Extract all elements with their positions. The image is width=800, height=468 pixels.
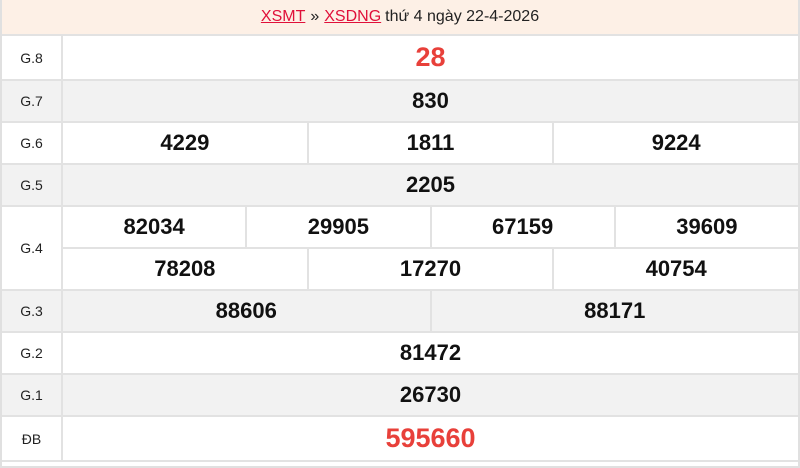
draw-date: thứ 4 ngày 22-4-2026 <box>385 8 540 25</box>
prize-number: 4229 <box>160 130 210 155</box>
prize-row: G.7 830 <box>2 81 798 123</box>
prize-row: G.6 4229 1811 9224 <box>2 123 798 165</box>
prize-label: G.5 <box>2 165 63 205</box>
prize-row: ĐB 595660 <box>2 417 798 462</box>
prize-label: G.6 <box>2 123 63 163</box>
prize-number: 28 <box>415 42 446 72</box>
prize-number: 81472 <box>399 340 462 365</box>
prize-label: G.1 <box>2 375 63 415</box>
prize-number: 88606 <box>215 298 277 323</box>
prize-label: G.3 <box>2 291 63 331</box>
prize-number: 17270 <box>306 249 553 289</box>
prize-number: 830 <box>412 88 449 113</box>
prize-row: G.8 28 <box>2 36 798 81</box>
prize-number: 39609 <box>613 207 798 247</box>
breadcrumb-separator: » <box>310 8 320 25</box>
xsdng-link[interactable]: XSDNG <box>324 8 382 25</box>
xsmt-link[interactable]: XSMT <box>260 8 306 25</box>
prize-row: G.1 26730 <box>2 375 798 417</box>
prize-number: 88171 <box>429 291 799 331</box>
prize-number: 9224 <box>552 123 798 163</box>
prize-number: 29905 <box>245 207 429 247</box>
prize-label: G.2 <box>2 333 63 373</box>
prize-number: 67159 <box>429 207 614 247</box>
prize-label: G.4 <box>2 207 63 289</box>
prize-number: 2205 <box>406 172 455 197</box>
prize-row: G.2 81472 <box>2 333 798 375</box>
prize-label: G.8 <box>2 36 63 79</box>
prize-label: ĐB <box>2 417 63 460</box>
prize-number: 595660 <box>385 423 476 453</box>
prize-number: 82034 <box>123 214 185 239</box>
prize-number: 40754 <box>552 249 798 289</box>
prize-number: 1811 <box>306 123 553 163</box>
prize-row: G.3 88606 88171 <box>2 291 798 333</box>
breadcrumb: XSMT » XSDNG thứ 4 ngày 22-4-2026 <box>2 0 798 36</box>
prize-number: 78208 <box>154 256 216 281</box>
prize-label: G.7 <box>2 81 63 121</box>
prize-row: G.5 2205 <box>2 165 798 207</box>
prize-number: 26730 <box>399 382 462 407</box>
prize-row: G.4 82034 29905 67159 39609 78208 17270 40754 <box>2 207 798 291</box>
